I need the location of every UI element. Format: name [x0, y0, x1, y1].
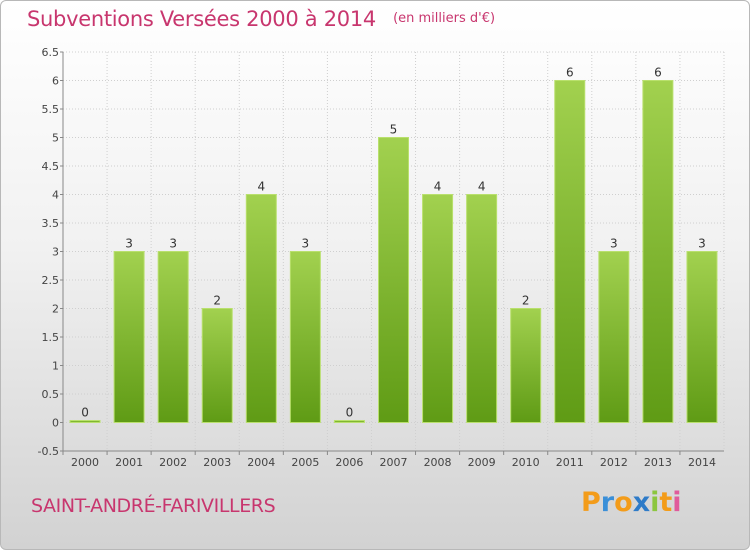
value-label-2001: 3 [125, 237, 133, 251]
value-label-2000: 0 [81, 406, 89, 420]
value-label-2012: 3 [610, 237, 618, 251]
y-tick-label: 6 [52, 75, 59, 88]
bar-2005 [289, 251, 321, 423]
y-tick-label: -0.5 [38, 445, 59, 458]
bar-2006 [333, 420, 365, 423]
x-tick-label-2007: 2007 [380, 456, 408, 469]
x-tick-label-2009: 2009 [468, 456, 496, 469]
logo-letter: P [581, 487, 601, 518]
x-tick-label-2003: 2003 [203, 456, 231, 469]
y-tick-label: 5 [52, 132, 59, 145]
value-label-2007: 5 [390, 123, 398, 137]
bar-2011 [554, 80, 586, 423]
bar-2008 [422, 194, 454, 423]
value-label-2014: 3 [698, 237, 706, 251]
x-tick-label-2000: 2000 [71, 456, 99, 469]
y-tick-label: 3.5 [42, 217, 60, 230]
bar-2010 [510, 308, 542, 423]
x-tick-label-2001: 2001 [115, 456, 143, 469]
y-tick-label: 0.5 [42, 388, 60, 401]
x-tick-label-2014: 2014 [688, 456, 716, 469]
bar-2013 [642, 80, 674, 423]
x-tick-label-2012: 2012 [600, 456, 628, 469]
value-label-2005: 3 [302, 237, 310, 251]
x-tick-label-2002: 2002 [159, 456, 187, 469]
logo-letter: i [650, 487, 660, 518]
y-tick-label: 3 [52, 246, 59, 259]
y-tick-label: 1 [52, 360, 59, 373]
bar-2004 [245, 194, 277, 423]
logo-letter: o [614, 487, 633, 518]
bar-2003 [201, 308, 233, 423]
value-label-2002: 3 [169, 237, 177, 251]
x-tick-label-2005: 2005 [291, 456, 319, 469]
y-tick-label: 4 [52, 189, 59, 202]
chart-title: Subventions Versées 2000 à 2014 [27, 7, 376, 31]
bar-2002 [157, 251, 189, 423]
value-label-2006: 0 [346, 406, 354, 420]
y-tick-label: 2 [52, 303, 59, 316]
value-label-2003: 2 [213, 294, 221, 308]
label-layer: 0 3 3 2 4 3 0 5 4 4 2 6 3 6 3 [81, 66, 706, 420]
x-tick-label-2013: 2013 [644, 456, 672, 469]
axis-layer: -0.5 0 0.5 1 1.5 2 2.5 3 3.5 4 4.5 5 5.5 6 6.5 2000 2001… [38, 46, 724, 469]
logo-letter: r [600, 487, 615, 518]
title-row: Subventions Versées 2000 à 2014 (en mill… [27, 7, 495, 31]
y-tick-label: 4.5 [42, 160, 60, 173]
logo-letter: t [659, 487, 673, 518]
value-label-2013: 6 [654, 66, 662, 80]
x-tick-label-2006: 2006 [335, 456, 363, 469]
commune-name: SAINT-ANDRÉ-FARIVILLERS [31, 495, 276, 517]
x-tick-label-2008: 2008 [424, 456, 452, 469]
x-tick-label-2004: 2004 [247, 456, 275, 469]
y-tick-label: 5.5 [42, 103, 60, 116]
value-label-2009: 4 [478, 180, 486, 194]
x-tick-label-2010: 2010 [512, 456, 540, 469]
bar-2007 [378, 137, 409, 423]
value-label-2008: 4 [434, 180, 442, 194]
y-tick-label: 2.5 [42, 274, 60, 287]
x-tick-label-2011: 2011 [556, 456, 584, 469]
bar-2014 [686, 251, 718, 423]
logo-letter: i [672, 487, 682, 518]
value-label-2010: 2 [522, 294, 530, 308]
proxiti-logo: Proxiti [581, 487, 682, 518]
chart-subtitle: (en milliers d'€) [393, 11, 496, 26]
value-label-2011: 6 [566, 66, 574, 80]
bar-layer [69, 80, 718, 423]
logo-letter: x [632, 487, 651, 518]
bar-2009 [466, 194, 498, 423]
y-tick-label: 1.5 [42, 331, 60, 344]
bar-2000 [69, 420, 101, 423]
bar-2012 [598, 251, 630, 423]
y-tick-label: 0 [52, 417, 59, 430]
bar-2001 [113, 251, 145, 423]
value-label-2004: 4 [257, 180, 265, 194]
y-tick-label: 6.5 [42, 46, 60, 59]
